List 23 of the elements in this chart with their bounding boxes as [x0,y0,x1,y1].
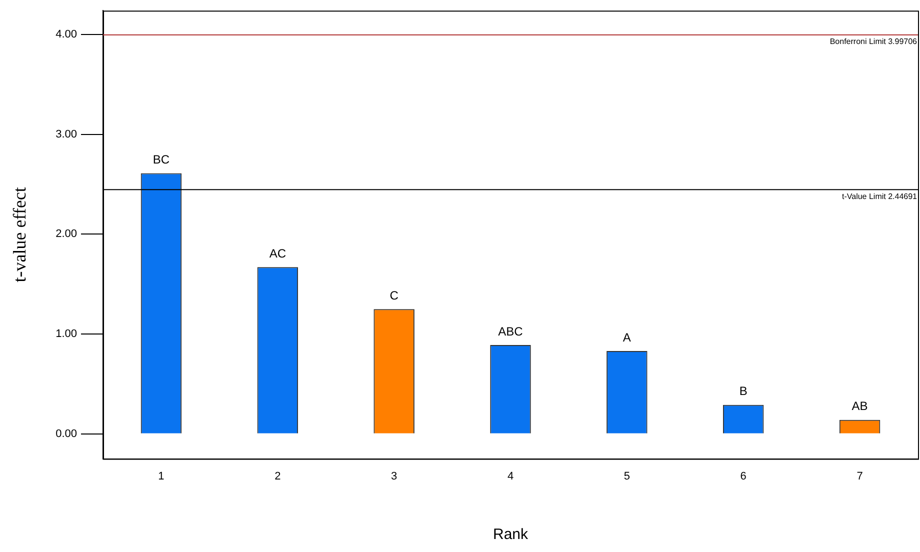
x-tick-label: 2 [274,470,281,482]
annotation: AC [269,246,286,260]
y-tick-label: 0.00 [56,428,78,440]
annotation: BC [152,152,170,167]
x-tick-label: 1 [158,470,164,482]
x-tick-label: 4 [507,470,514,482]
y-tick-label: 2.00 [56,228,78,240]
y-tick-label: 1.00 [56,328,78,340]
x-tick-label: 5 [624,470,630,482]
x-tick-label: 7 [856,470,863,482]
ref-line-label: Bonferroni Limit 3.99706 [830,37,918,46]
annotation: B [739,384,748,398]
x-axis-title: Rank [492,526,529,544]
y-tick-label: 4.00 [56,28,78,41]
annotation: AB [852,399,868,414]
x-tick-label: 3 [391,470,398,482]
x-tick-label: 6 [740,470,746,482]
y-axis-title: t-value effect [10,187,30,282]
annotation: ABC [498,324,524,338]
ref-line-label: t-Value Limit 2.44691 [842,192,918,201]
y-tick-label: 3.00 [56,128,78,140]
annotation: C [390,288,399,302]
annotation: A [622,330,631,344]
